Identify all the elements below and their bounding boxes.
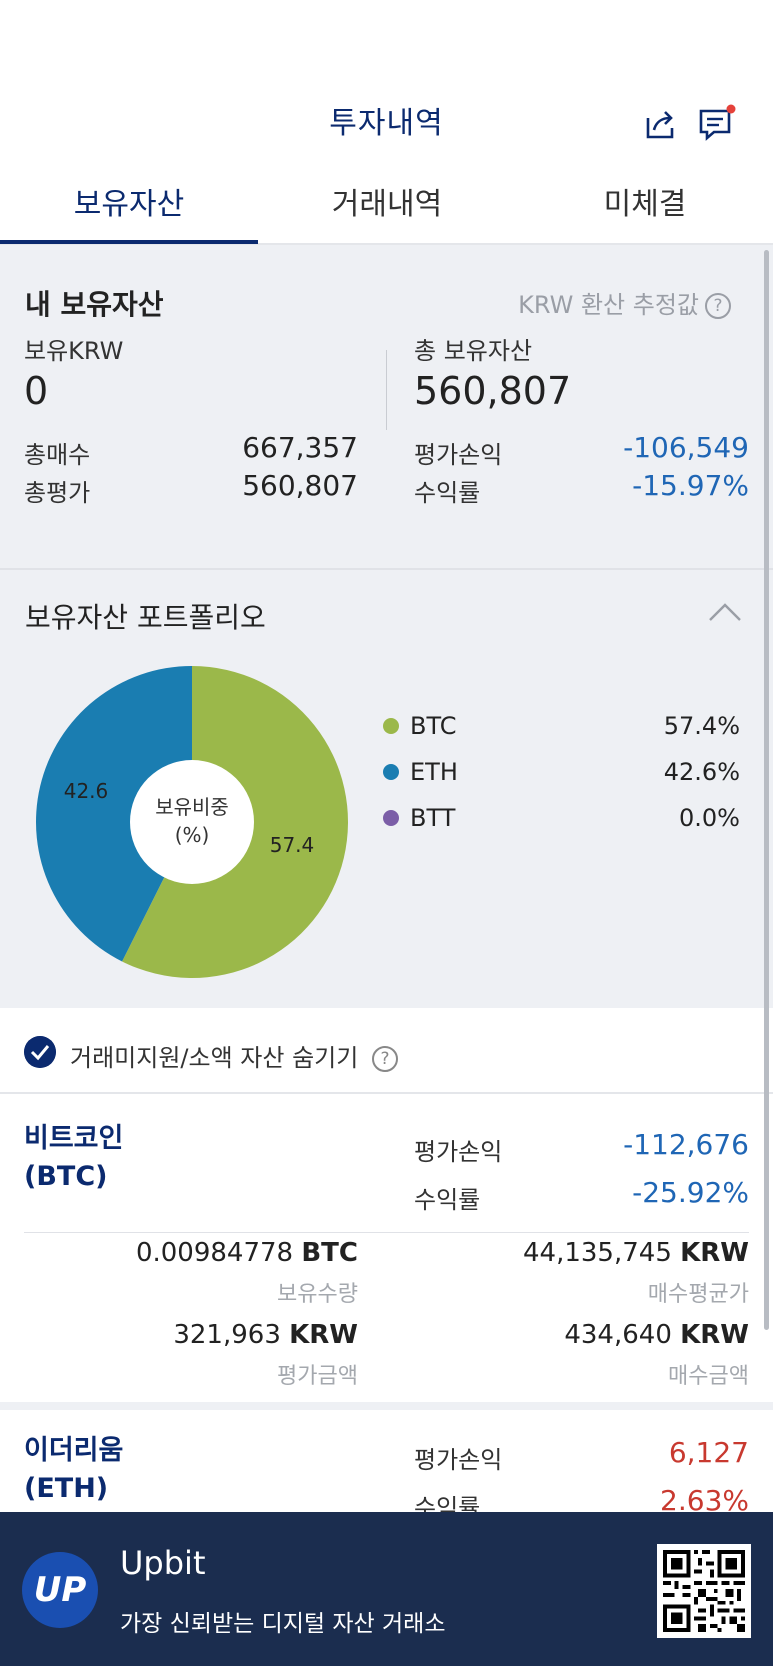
upbit-banner[interactable]: UP Upbit 가장 신뢰받는 디지털 자산 거래소 [0, 1512, 773, 1666]
tab-bar: 보유자산 거래내역 미체결 [0, 170, 773, 245]
coin-pnl-value: 6,127 [668, 1436, 749, 1469]
legend-pct: 42.6% [663, 758, 740, 786]
hide-small-assets-text: 거래미지원/소액 자산 숨기기 [70, 1044, 359, 1072]
holding-qty: 0.00984778 BTC [136, 1238, 358, 1268]
help-icon[interactable]: ? [705, 293, 731, 319]
legend-item-btc: BTC 57.4% [380, 706, 740, 746]
checkbox-checked-icon[interactable] [24, 1036, 56, 1068]
coin-symbol: (BTC) [24, 1161, 108, 1192]
total-eval-label: 총평가 [24, 479, 91, 507]
krw-value: 0 [24, 369, 49, 413]
coin-card-btc[interactable]: 비트코인 (BTC) 평가손익 -112,676 수익률 -25.92% 0.0… [0, 1094, 773, 1402]
coin-divider [24, 1232, 749, 1233]
buy-amount-value: 434,640 [564, 1320, 672, 1350]
eval-amount: 321,963 KRW [173, 1320, 358, 1350]
estimate-label[interactable]: KRW 환산 추정값? [518, 285, 731, 320]
roi-value: -15.97% [632, 469, 749, 502]
legend-pct: 57.4% [663, 712, 740, 740]
legend-item-eth: ETH 42.6% [380, 752, 740, 792]
coin-roi-value: -25.92% [632, 1176, 749, 1209]
total-buy-label: 총매수 [24, 441, 91, 469]
total-assets-label: 총 보유자산 [414, 337, 533, 365]
holdings-summary: 내 보유자산 KRW 환산 추정값? 보유KRW 0 총 보유자산 560,80… [0, 245, 773, 568]
eval-amount-value: 321,963 [173, 1320, 281, 1350]
holding-qty-unit: BTC [301, 1238, 358, 1268]
tab-open-orders[interactable]: 미체결 [603, 187, 687, 222]
coin-name: 이더리움 [24, 1435, 124, 1466]
portfolio-donut-chart: 보유비중 (%) 57.4 42.6 [35, 666, 348, 978]
summary-divider [386, 350, 387, 430]
pnl-label: 평가손익 [414, 441, 503, 469]
coin-roi-value: 2.63% [660, 1484, 749, 1517]
coin-pnl-label: 평가손익 [414, 1138, 503, 1166]
scrollbar[interactable] [764, 250, 769, 1330]
legend-dot-eth [383, 764, 399, 780]
pnl-value: -106,549 [623, 431, 749, 464]
eval-amount-unit: KRW [289, 1320, 358, 1350]
app-header: 투자내역 [0, 0, 773, 170]
tab-holdings[interactable]: 보유자산 [73, 187, 185, 222]
coin-card-eth[interactable]: 이더리움 (ETH) 평가손익 6,127 수익률 2.63% [0, 1410, 773, 1522]
donut-center-label: 보유비중 [155, 795, 229, 819]
chat-icon[interactable] [696, 104, 736, 144]
hide-small-assets-label: 거래미지원/소액 자산 숨기기 ? [70, 1038, 398, 1073]
legend-item-btt: BTT 0.0% [380, 798, 740, 838]
share-icon[interactable] [640, 104, 680, 144]
legend-dot-btc [383, 718, 399, 734]
coin-roi-label: 수익률 [414, 1186, 481, 1214]
coin-name: 비트코인 [24, 1123, 124, 1154]
avg-buy-price-label: 매수평균가 [647, 1282, 749, 1307]
tab-trade-history[interactable]: 거래내역 [331, 187, 443, 222]
coin-pnl-value: -112,676 [623, 1128, 749, 1161]
coin-pnl-label: 평가손익 [414, 1446, 503, 1474]
legend-name: ETH [410, 758, 458, 786]
hide-small-assets-row[interactable]: 거래미지원/소액 자산 숨기기 ? [0, 1008, 773, 1094]
donut-center [130, 760, 254, 884]
active-tab-indicator [0, 240, 258, 244]
legend-pct: 0.0% [679, 804, 740, 832]
roi-label: 수익률 [414, 479, 481, 507]
total-assets-value: 560,807 [414, 369, 572, 413]
brand-name: Upbit [120, 1544, 206, 1582]
eval-amount-label: 평가금액 [277, 1364, 358, 1389]
legend-name: BTT [410, 804, 456, 832]
help-icon[interactable]: ? [371, 1046, 398, 1072]
slice-label-btc: 57.4 [270, 833, 315, 857]
summary-title: 내 보유자산 [25, 288, 164, 321]
donut-slice-eth [35, 666, 193, 962]
estimate-label-text: KRW 환산 추정값 [518, 291, 699, 319]
buy-amount-label: 매수금액 [668, 1364, 749, 1389]
donut-center-unit: (%) [175, 823, 210, 847]
coin-gap [0, 1402, 773, 1410]
portfolio-section: 보유자산 포트폴리오 보유비중 (%) 57.4 42.6 BTC 57.4% … [0, 568, 773, 1008]
holding-qty-value: 0.00984778 [135, 1238, 294, 1268]
legend-dot-btt [383, 810, 399, 826]
krw-label: 보유KRW [24, 337, 124, 365]
coin-symbol: (ETH) [24, 1473, 109, 1504]
buy-amount-unit: KRW [680, 1320, 749, 1350]
portfolio-title: 보유자산 포트폴리오 [25, 601, 266, 634]
avg-buy-price: 44,135,745 KRW [523, 1238, 749, 1268]
qr-code-icon[interactable] [657, 1544, 751, 1638]
total-eval-value: 560,807 [242, 469, 358, 502]
total-buy-value: 667,357 [242, 431, 358, 464]
brand-tagline: 가장 신뢰받는 디지털 자산 거래소 [120, 1611, 446, 1637]
slice-label-eth: 42.6 [64, 779, 109, 803]
buy-amount: 434,640 KRW [564, 1320, 749, 1350]
chevron-up-icon[interactable] [707, 600, 743, 624]
avg-buy-price-value: 44,135,745 [523, 1238, 672, 1268]
upbit-logo: UP [22, 1552, 98, 1628]
page-title: 투자내역 [329, 106, 444, 141]
legend-name: BTC [410, 712, 457, 740]
avg-buy-price-unit: KRW [680, 1238, 749, 1268]
holding-qty-label: 보유수량 [277, 1282, 358, 1307]
